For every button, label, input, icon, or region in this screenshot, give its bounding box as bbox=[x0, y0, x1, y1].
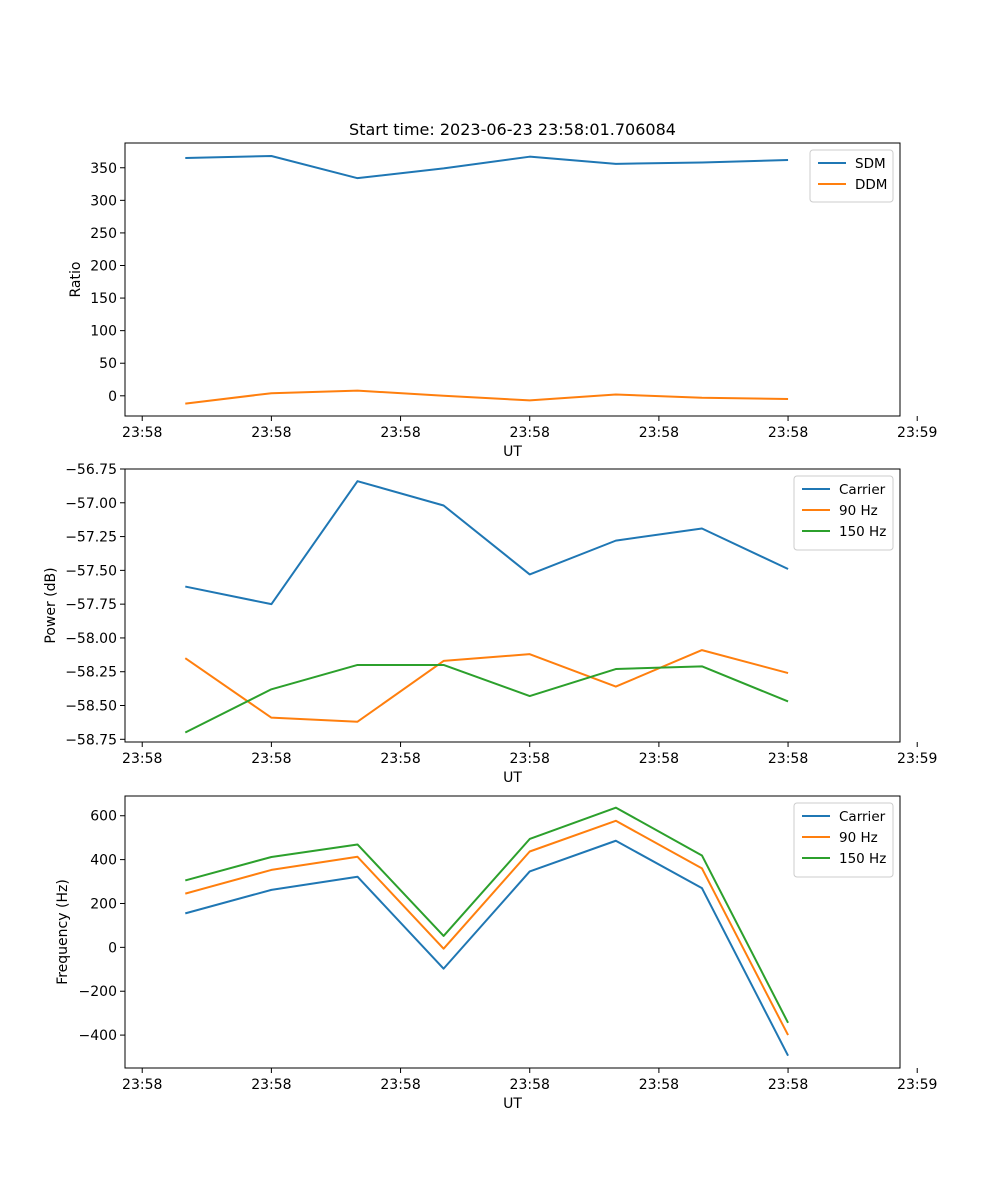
y-tick-label: 100 bbox=[90, 324, 117, 340]
x-tick-label: 23:58 bbox=[380, 1077, 420, 1093]
series-line-90-hz bbox=[185, 819, 789, 1036]
x-tick-label: 23:58 bbox=[251, 751, 291, 767]
x-tick-label: 23:58 bbox=[510, 1077, 550, 1093]
legend: SDM DDM bbox=[809, 149, 894, 203]
series-line-150-hz bbox=[185, 806, 789, 1024]
y-tick-label: −58.00 bbox=[65, 631, 117, 647]
legend-entry: Carrier bbox=[839, 482, 886, 498]
x-tick-label: 23:59 bbox=[897, 751, 937, 767]
x-axis-label: UT bbox=[503, 1096, 522, 1112]
y-tick-label: 0 bbox=[108, 940, 117, 956]
y-tick-label: −56.75 bbox=[65, 462, 117, 478]
plot-frame bbox=[124, 142, 901, 417]
x-tick-label: 23:59 bbox=[897, 1077, 937, 1093]
y-tick-label: −200 bbox=[79, 984, 117, 1000]
ratio-panel: 23:58 23:58 23:58 23:58 23:58 23:58 23:59 0 50 10… bbox=[68, 120, 937, 460]
y-tick-label: 600 bbox=[90, 809, 117, 825]
y-tick-label: −58.50 bbox=[65, 699, 117, 715]
y-tick-label: −57.25 bbox=[65, 530, 117, 546]
x-tick-label: 23:59 bbox=[897, 425, 937, 441]
frequency-panel: 23:58 23:58 23:58 23:58 23:58 23:58 23:59 600 40… bbox=[55, 795, 937, 1112]
y-tick-label: −58.75 bbox=[65, 732, 117, 748]
y-tick-label: 350 bbox=[90, 161, 117, 177]
legend-entry: Carrier bbox=[839, 809, 886, 825]
x-tick-label: 23:58 bbox=[380, 751, 420, 767]
series-line-sdm bbox=[185, 155, 789, 180]
series-line-90-hz bbox=[184, 649, 789, 723]
y-tick-label: −57.75 bbox=[65, 597, 117, 613]
x-tick-label: 23:58 bbox=[510, 425, 550, 441]
legend-entry: 150 Hz bbox=[839, 524, 886, 540]
x-tick-label: 23:58 bbox=[122, 751, 162, 767]
y-tick-label: 200 bbox=[90, 258, 117, 274]
x-tick-label: 23:58 bbox=[510, 751, 550, 767]
x-tick-label: 23:58 bbox=[639, 1077, 679, 1093]
legend-entry: SDM bbox=[855, 156, 886, 172]
x-tick-label: 23:58 bbox=[251, 425, 291, 441]
x-tick-label: 23:58 bbox=[768, 425, 808, 441]
legend: Carrier 90 Hz 150 Hz bbox=[793, 475, 894, 551]
x-tick-label: 23:58 bbox=[122, 425, 162, 441]
series-line-carrier bbox=[185, 839, 789, 1057]
legend-entry: 90 Hz bbox=[839, 830, 878, 846]
y-tick-label: 400 bbox=[90, 853, 117, 869]
x-tick-label: 23:58 bbox=[639, 425, 679, 441]
x-tick-label: 23:58 bbox=[380, 425, 420, 441]
y-axis-label: Frequency (Hz) bbox=[55, 879, 71, 985]
y-tick-label: −58.25 bbox=[65, 665, 117, 681]
power-panel: 23:58 23:58 23:58 23:58 23:58 23:58 23:59 −56.7… bbox=[43, 462, 937, 786]
y-tick-label: −57.00 bbox=[65, 496, 117, 512]
y-tick-label: 250 bbox=[90, 226, 117, 242]
x-tick-label: 23:58 bbox=[768, 751, 808, 767]
x-tick-label: 23:58 bbox=[639, 751, 679, 767]
plot-frame bbox=[124, 468, 901, 743]
x-axis-label: UT bbox=[503, 770, 522, 786]
series-line-ddm bbox=[185, 389, 789, 405]
legend-entry: DDM bbox=[855, 177, 887, 193]
y-tick-label: 200 bbox=[90, 896, 117, 912]
y-axis-label: Ratio bbox=[68, 262, 84, 298]
legend-entry: 150 Hz bbox=[839, 851, 886, 867]
series-line-carrier bbox=[185, 480, 789, 606]
y-tick-label: 300 bbox=[90, 193, 117, 209]
x-axis-label: UT bbox=[503, 444, 522, 460]
y-tick-label: −57.50 bbox=[65, 563, 117, 579]
y-tick-label: 0 bbox=[108, 389, 117, 405]
x-tick-label: 23:58 bbox=[768, 1077, 808, 1093]
legend-entry: 90 Hz bbox=[839, 503, 878, 519]
x-tick-label: 23:58 bbox=[251, 1077, 291, 1093]
y-tick-label: −400 bbox=[79, 1028, 117, 1044]
y-axis-label: Power (dB) bbox=[43, 567, 59, 643]
y-tick-label: 150 bbox=[90, 291, 117, 307]
legend: Carrier 90 Hz 150 Hz bbox=[793, 802, 894, 878]
chart-title: Start time: 2023-06-23 23:58:01.706084 bbox=[349, 120, 676, 139]
x-tick-label: 23:58 bbox=[122, 1077, 162, 1093]
series-line-150-hz bbox=[184, 663, 789, 734]
plot-frame bbox=[124, 795, 901, 1069]
y-tick-label: 50 bbox=[99, 356, 117, 372]
